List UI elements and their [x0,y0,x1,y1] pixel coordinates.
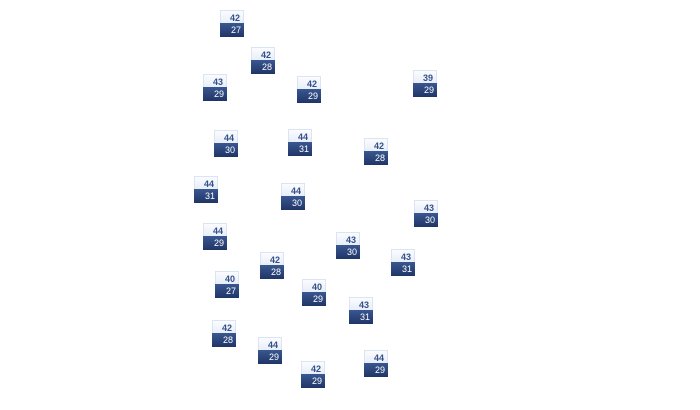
temperature-marker[interactable]: 40 29 [302,279,326,306]
high-temp: 42 [212,320,236,333]
temperature-marker[interactable]: 43 30 [336,232,360,259]
low-temp: 29 [364,363,388,377]
temperature-marker[interactable]: 44 29 [364,350,388,377]
high-temp: 40 [302,279,326,292]
high-temp: 42 [297,76,321,89]
temperature-marker[interactable]: 43 31 [349,297,373,324]
temperature-marker[interactable]: 43 30 [414,200,438,227]
high-temp: 42 [260,252,284,265]
temperature-marker[interactable]: 44 31 [288,129,312,156]
high-temp: 44 [288,129,312,142]
temperature-marker[interactable]: 44 30 [281,183,305,210]
high-temp: 44 [258,337,282,350]
high-temp: 40 [215,271,239,284]
temperature-marker[interactable]: 44 29 [203,223,227,250]
high-temp: 44 [364,350,388,363]
high-temp: 43 [349,297,373,310]
temperature-marker[interactable]: 44 29 [258,337,282,364]
high-temp: 44 [194,176,218,189]
high-temp: 43 [336,232,360,245]
low-temp: 31 [194,189,218,203]
low-temp: 28 [251,60,275,74]
low-temp: 28 [260,265,284,279]
low-temp: 29 [301,374,325,388]
high-temp: 43 [391,249,415,262]
low-temp: 29 [297,89,321,103]
low-temp: 29 [302,292,326,306]
high-temp: 44 [214,130,238,143]
high-temp: 44 [203,223,227,236]
low-temp: 31 [391,262,415,276]
temperature-marker[interactable]: 42 28 [251,47,275,74]
low-temp: 29 [203,87,227,101]
temperature-marker[interactable]: 42 28 [212,320,236,347]
low-temp: 30 [214,143,238,157]
temperature-marker[interactable]: 39 29 [413,70,437,97]
low-temp: 31 [288,142,312,156]
temperature-marker[interactable]: 40 27 [215,271,239,298]
high-temp: 44 [281,183,305,196]
high-temp: 43 [203,74,227,87]
temperature-marker[interactable]: 43 29 [203,74,227,101]
high-temp: 39 [413,70,437,83]
high-temp: 42 [251,47,275,60]
temperature-marker[interactable]: 43 31 [391,249,415,276]
low-temp: 29 [413,83,437,97]
temperature-marker[interactable]: 42 27 [220,10,244,37]
low-temp: 30 [336,245,360,259]
low-temp: 27 [215,284,239,298]
low-temp: 28 [212,333,236,347]
low-temp: 30 [414,213,438,227]
low-temp: 28 [364,151,388,165]
low-temp: 27 [220,23,244,37]
high-temp: 42 [364,138,388,151]
low-temp: 29 [258,350,282,364]
high-temp: 43 [414,200,438,213]
low-temp: 31 [349,310,373,324]
temperature-marker[interactable]: 44 31 [194,176,218,203]
temperature-marker[interactable]: 42 29 [301,361,325,388]
high-temp: 42 [220,10,244,23]
temperature-marker[interactable]: 42 28 [260,252,284,279]
high-temp: 42 [301,361,325,374]
low-temp: 29 [203,236,227,250]
temperature-marker[interactable]: 42 28 [364,138,388,165]
temperature-marker[interactable]: 44 30 [214,130,238,157]
low-temp: 30 [281,196,305,210]
temperature-marker[interactable]: 42 29 [297,76,321,103]
